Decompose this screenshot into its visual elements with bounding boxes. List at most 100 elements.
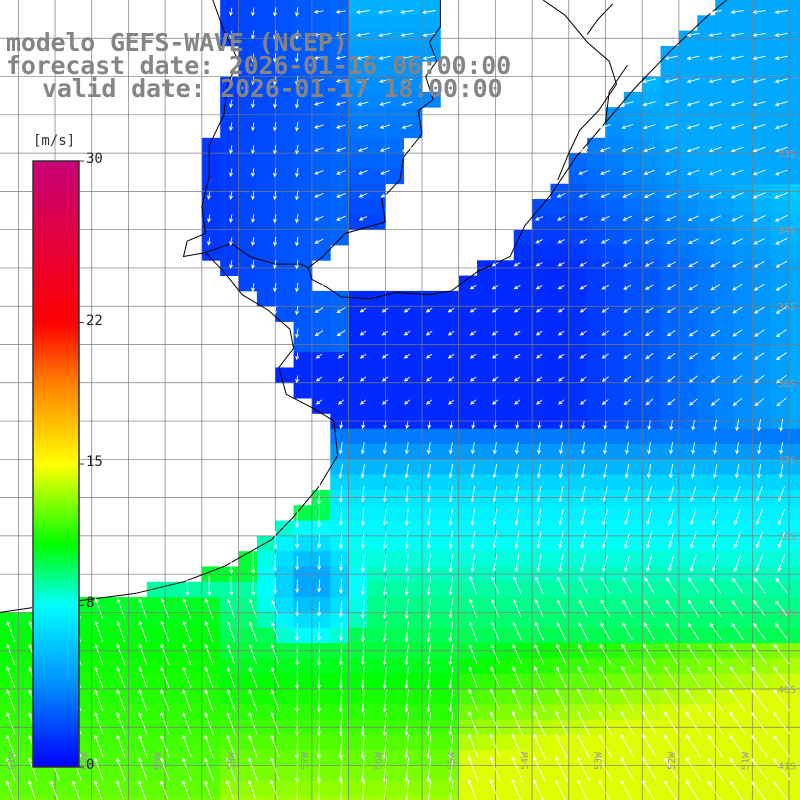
wind-arrow xyxy=(28,757,38,781)
wind-cell xyxy=(752,229,772,246)
wind-cell xyxy=(311,750,331,766)
lat-label: 38S xyxy=(778,532,796,543)
wind-cell xyxy=(73,765,93,782)
wind-cell xyxy=(256,137,276,154)
wind-cell xyxy=(605,275,625,292)
wind-cell xyxy=(678,61,698,77)
wind-cell xyxy=(311,612,331,629)
wind-arrow xyxy=(338,644,343,666)
wind-cell xyxy=(238,91,258,108)
wind-cell xyxy=(660,76,680,93)
wind-cell xyxy=(605,689,625,705)
wind-arrow xyxy=(774,214,788,222)
wind-cell xyxy=(770,122,790,139)
wind-arrow xyxy=(469,598,478,618)
wind-cell xyxy=(770,214,790,231)
wind-cell xyxy=(623,612,643,629)
wind-cell xyxy=(788,137,800,154)
wind-arrow xyxy=(514,553,520,573)
wind-cell xyxy=(348,306,368,322)
wind-cell xyxy=(788,535,800,552)
wind-cell xyxy=(146,581,166,598)
wind-arrow xyxy=(689,554,697,573)
wind-cell xyxy=(293,45,313,62)
wind-cell xyxy=(477,398,496,414)
wind-cell xyxy=(348,734,368,751)
wind-arrow xyxy=(578,643,589,665)
wind-cell xyxy=(311,658,331,675)
wind-cell xyxy=(495,382,515,399)
wind-cell xyxy=(477,367,496,384)
wind-arrow xyxy=(711,531,719,549)
wind-arrow xyxy=(712,508,719,526)
wind-arrow xyxy=(751,666,768,689)
wind-cell xyxy=(678,153,698,169)
wind-arrow xyxy=(273,122,277,132)
wind-cell xyxy=(458,367,478,384)
wind-cell xyxy=(513,597,533,613)
wind-cell xyxy=(623,214,643,231)
wind-cell xyxy=(366,765,386,782)
wind-cell xyxy=(678,505,698,521)
wind-arrow xyxy=(469,376,477,382)
wind-arrow xyxy=(623,307,632,313)
wind-arrow xyxy=(624,531,631,549)
wind-cell xyxy=(752,765,772,782)
wind-arrow xyxy=(489,756,501,782)
wind-arrow xyxy=(229,145,233,155)
wind-arrow xyxy=(251,283,255,292)
wind-cell xyxy=(110,704,129,721)
wind-cell xyxy=(128,612,148,629)
wind-arrow xyxy=(557,353,565,359)
wind-cell xyxy=(256,0,276,16)
wind-cell xyxy=(568,689,588,705)
wind-cell xyxy=(495,398,515,414)
wind-cell xyxy=(788,520,800,537)
wind-cell xyxy=(238,796,258,800)
wind-cell xyxy=(788,780,800,797)
wind-cell xyxy=(733,551,753,567)
wind-cell xyxy=(201,597,221,613)
wind-cell xyxy=(587,474,606,491)
wind-cell xyxy=(458,612,478,629)
wind-cell xyxy=(330,290,350,307)
wind-arrow xyxy=(755,554,764,572)
coastline-argentina xyxy=(0,252,339,613)
wind-cell xyxy=(348,199,368,215)
wind-arrow xyxy=(751,757,768,781)
lon-label: 61W xyxy=(6,751,17,770)
wind-cell xyxy=(550,520,570,537)
wind-arrow xyxy=(754,397,765,407)
wind-arrow xyxy=(251,168,255,178)
wind-arrow xyxy=(513,576,522,595)
wind-cell xyxy=(788,122,800,139)
wind-arrow xyxy=(251,30,255,40)
wind-cell xyxy=(752,367,772,384)
wind-cell xyxy=(422,91,441,108)
wind-cell xyxy=(532,321,551,338)
wind-arrow xyxy=(229,191,233,200)
wind-cell xyxy=(128,734,148,751)
wind-cell xyxy=(275,780,294,797)
wind-cell xyxy=(311,290,331,307)
wind-arrow xyxy=(642,756,657,782)
wind-arrow xyxy=(360,553,365,573)
wind-arrow xyxy=(360,734,365,760)
wind-arrow xyxy=(666,284,676,290)
wind-arrow xyxy=(470,508,476,526)
wind-arrow xyxy=(116,711,126,735)
wind-cell xyxy=(587,275,606,292)
wind-cell xyxy=(605,199,625,215)
wind-arrow xyxy=(688,329,698,337)
wind-cell xyxy=(697,275,716,292)
wind-cell xyxy=(220,199,239,215)
wind-arrow xyxy=(620,688,635,712)
wind-arrow xyxy=(338,442,343,455)
wind-cell xyxy=(385,398,405,414)
wind-cell xyxy=(293,520,313,537)
wind-cell xyxy=(568,765,588,782)
wind-arrow xyxy=(513,353,521,359)
wind-cell xyxy=(788,505,800,521)
wind-arrow xyxy=(6,620,16,642)
wind-cell xyxy=(330,780,350,797)
